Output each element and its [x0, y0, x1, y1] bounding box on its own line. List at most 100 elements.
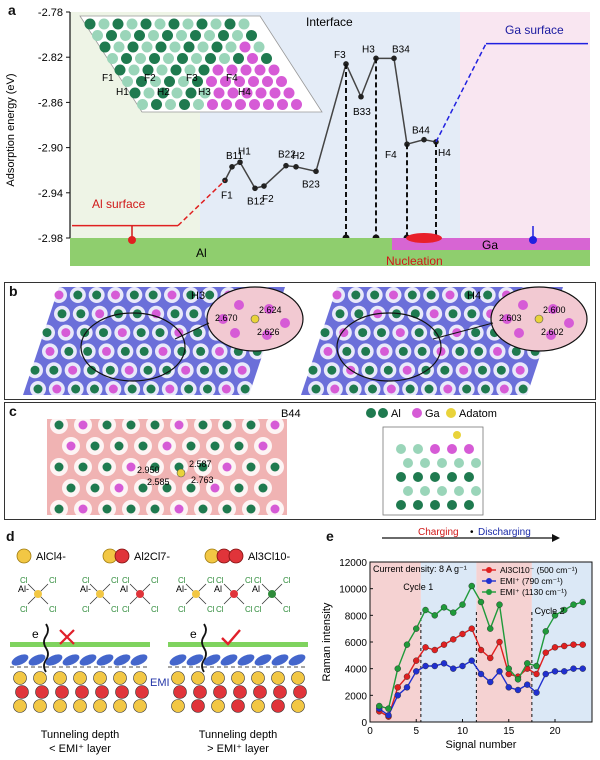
- atom: [262, 330, 272, 340]
- atom: [234, 76, 245, 87]
- atom: [261, 53, 272, 64]
- legend-marker: [486, 578, 492, 584]
- highlight-oval: [336, 312, 442, 382]
- atom: [238, 18, 250, 30]
- series-point: [579, 665, 586, 672]
- electron-label: e: [32, 627, 39, 641]
- series-point: [431, 612, 438, 619]
- atom: [186, 290, 196, 300]
- series-point: [477, 598, 485, 606]
- atom: [327, 365, 337, 375]
- anion: [291, 671, 305, 685]
- al-label: Al: [120, 584, 128, 594]
- atom: [283, 87, 295, 99]
- atom: [240, 384, 250, 394]
- atom: [45, 346, 55, 356]
- atom: [92, 30, 103, 41]
- atom: [90, 483, 100, 493]
- y-tick-label: -2.78: [38, 7, 63, 19]
- cl-label: Cl: [216, 576, 224, 585]
- y-tick-label: 6000: [345, 638, 368, 649]
- bond-distance: 2.950: [137, 465, 160, 475]
- atom: [137, 99, 148, 110]
- energy-point: [293, 164, 299, 170]
- atom: [177, 53, 188, 64]
- atom: [129, 290, 139, 300]
- atom: [546, 330, 556, 340]
- atom: [71, 384, 81, 394]
- atom: [454, 486, 464, 496]
- cl-label: Cl: [151, 605, 159, 614]
- atom: [92, 290, 102, 300]
- atom: [142, 64, 154, 76]
- atom: [258, 483, 268, 493]
- atom: [73, 290, 83, 300]
- atom: [395, 328, 405, 338]
- atom: [113, 41, 125, 53]
- legend-label: EMI⁺ (1130 cm⁻¹): [500, 587, 567, 597]
- atom: [389, 290, 398, 300]
- atom: [162, 483, 172, 493]
- ga-surface-point: [529, 236, 537, 244]
- cross-icon: [59, 629, 75, 645]
- anion: [113, 699, 127, 713]
- discharging-label: Discharging: [478, 527, 531, 538]
- atom: [122, 76, 133, 87]
- atom: [478, 365, 487, 375]
- atom: [83, 346, 93, 356]
- anion: [135, 685, 149, 699]
- adatom: [176, 468, 186, 478]
- atom: [248, 76, 259, 87]
- atom: [402, 365, 412, 375]
- atom: [222, 504, 232, 514]
- atom: [117, 328, 127, 338]
- atom: [493, 346, 502, 356]
- al-label: Al-: [18, 584, 29, 594]
- cl-label: Cl: [151, 576, 159, 585]
- atom: [105, 365, 115, 375]
- atom: [154, 18, 166, 30]
- atom: [206, 76, 217, 87]
- atom: [222, 420, 232, 430]
- atom: [184, 384, 194, 394]
- bond-distance: 2.626: [257, 327, 280, 337]
- side-view: [382, 426, 484, 516]
- cl-label: Cl: [82, 605, 90, 614]
- anion: [13, 671, 27, 685]
- atom: [426, 290, 436, 300]
- adatom: [534, 314, 544, 324]
- atom: [49, 365, 59, 375]
- y-tick-label: 2000: [345, 691, 368, 702]
- al-bar-label: Al: [196, 246, 207, 260]
- al-legend-swatch: [378, 408, 388, 418]
- series-point: [468, 625, 475, 632]
- al-label: Al-: [176, 584, 187, 594]
- atom: [464, 290, 474, 300]
- atom: [358, 328, 368, 338]
- site-label-h4: H4: [467, 290, 481, 302]
- anion: [73, 699, 87, 713]
- atom: [138, 483, 148, 493]
- emi-cation: [237, 654, 255, 666]
- series-point: [524, 660, 531, 667]
- anion: [251, 699, 265, 713]
- atom: [430, 444, 440, 454]
- atom: [255, 87, 267, 99]
- atom: [263, 99, 274, 110]
- atom: [66, 483, 76, 493]
- series-point: [450, 609, 457, 616]
- energy-point-label: B33: [353, 107, 371, 118]
- al3cl10-label: Al3Cl10-: [248, 551, 291, 563]
- atom: [424, 384, 434, 394]
- atom: [396, 472, 406, 482]
- atom: [54, 462, 64, 472]
- emi-cation: [62, 654, 80, 666]
- series-point: [477, 646, 485, 654]
- atom: [57, 309, 67, 319]
- series-point: [561, 642, 568, 650]
- atom: [224, 18, 236, 30]
- panel-a-chart: -2.78 -2.82 -2.86 -2.90 -2.94 -2.98 Adsorptio…: [5, 7, 590, 268]
- y-tick-label: -2.94: [38, 188, 63, 200]
- al2cl7-label: Al2Cl7-: [134, 551, 170, 563]
- atom: [106, 30, 117, 41]
